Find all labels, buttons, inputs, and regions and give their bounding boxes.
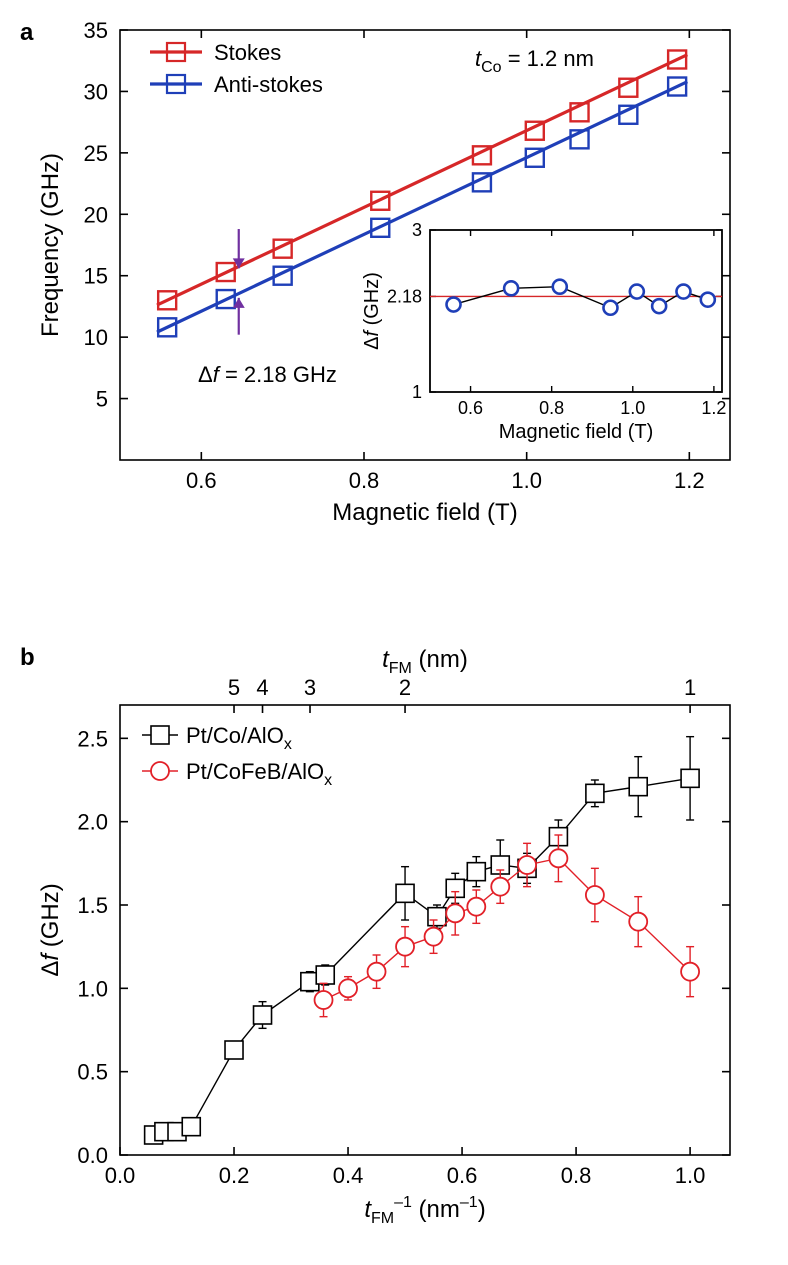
panel-b-ytick-label: 1.0 xyxy=(77,976,108,1001)
panel-b-ptco-marker xyxy=(629,778,647,796)
panel-a-annot-deltaf: Δf = 2.18 GHz xyxy=(198,362,337,387)
inset-marker xyxy=(676,285,690,299)
panel-b-legend-label: Pt/CoFeB/AlOx xyxy=(186,759,332,789)
panel-b-ptcofeb-marker xyxy=(339,979,357,997)
panel-b-legend-marker xyxy=(151,762,169,780)
panel-b-ptcofeb-marker xyxy=(629,913,647,931)
panel-a-xtick-label: 1.2 xyxy=(674,468,705,493)
panel-a-ytick-label: 5 xyxy=(96,387,108,412)
panel-a-inset-axes xyxy=(430,230,722,392)
panel-b-ptcofeb-marker xyxy=(586,886,604,904)
figure: a0.60.81.01.25101520253035Magnetic field… xyxy=(0,0,788,1265)
panel-b-ptcofeb-marker xyxy=(681,963,699,981)
inset-ytick-label: 1 xyxy=(412,382,422,402)
panel-b-ptcofeb-marker xyxy=(315,991,333,1009)
inset-marker xyxy=(504,281,518,295)
panel-b-ptcofeb-marker xyxy=(425,928,443,946)
panel-b-ptco-marker xyxy=(428,908,446,926)
panel-b-ptcofeb-marker xyxy=(549,849,567,867)
panel-a-annot-tco: tCo = 1.2 nm xyxy=(475,46,594,76)
panel-b-legend-marker xyxy=(151,726,169,744)
inset-marker xyxy=(701,293,715,307)
inset-xlabel: Magnetic field (T) xyxy=(499,421,654,443)
panel-b-ptco-marker xyxy=(681,769,699,787)
panel-b-xtick-label: 0.0 xyxy=(105,1163,136,1188)
panel-b-toptick-label: 3 xyxy=(304,675,316,700)
panel-b-ptco-marker xyxy=(316,966,334,984)
figure-svg: a0.60.81.01.25101520253035Magnetic field… xyxy=(0,0,788,1265)
panel-b-toptick-label: 5 xyxy=(228,675,240,700)
panel-a-xtick-label: 0.6 xyxy=(186,468,217,493)
panel-a-ytick-label: 10 xyxy=(84,325,108,350)
panel-b-ptco-marker xyxy=(182,1118,200,1136)
panel-b-toptick-label: 4 xyxy=(256,675,268,700)
inset-marker xyxy=(447,298,461,312)
panel-b-ptco-marker xyxy=(225,1041,243,1059)
panel-b-ytick-label: 1.5 xyxy=(77,893,108,918)
panel-a-ytick-label: 30 xyxy=(84,79,108,104)
inset-ytick-label: 2.18 xyxy=(387,286,422,306)
panel-a-ylabel: Frequency (GHz) xyxy=(37,153,64,337)
inset-marker xyxy=(553,280,567,294)
panel-b-toptick-label: 1 xyxy=(684,675,696,700)
panel-a-xtick-label: 1.0 xyxy=(511,468,542,493)
panel-b-xtick-label: 0.6 xyxy=(447,1163,478,1188)
panel-b-ptcofeb-marker xyxy=(396,938,414,956)
panel-b-ylabel: Δf (GHz) xyxy=(37,883,64,976)
panel-b-ptco-marker xyxy=(467,863,485,881)
panel-b-ptcofeb-marker xyxy=(518,856,536,874)
inset-xtick-label: 0.8 xyxy=(539,398,564,418)
inset-xtick-label: 1.2 xyxy=(701,398,726,418)
panel-b-xtick-label: 0.4 xyxy=(333,1163,364,1188)
panel-a-xtick-label: 0.8 xyxy=(349,468,380,493)
panel-b-ptcofeb-marker xyxy=(368,963,386,981)
panel-b-toptick-label: 2 xyxy=(399,675,411,700)
panel-b-ptco-marker xyxy=(254,1006,272,1024)
panel-b-ytick-label: 0.5 xyxy=(77,1060,108,1085)
panel-b-ptcofeb-marker xyxy=(446,904,464,922)
panel-b-ytick-label: 2.5 xyxy=(77,726,108,751)
panel-b-ptcofeb-marker xyxy=(467,898,485,916)
panel-a-xlabel: Magnetic field (T) xyxy=(332,499,517,526)
inset-marker xyxy=(603,301,617,315)
panel-a-ytick-label: 25 xyxy=(84,141,108,166)
inset-ylabel: Δf (GHz) xyxy=(361,272,383,350)
panel-b-xtick-label: 1.0 xyxy=(675,1163,706,1188)
inset-marker xyxy=(630,285,644,299)
panel-b-ytick-label: 0.0 xyxy=(77,1143,108,1168)
panel-a-ytick-label: 15 xyxy=(84,264,108,289)
inset-xtick-label: 1.0 xyxy=(620,398,645,418)
panel-b-label: b xyxy=(20,644,35,671)
inset-ytick-label: 3 xyxy=(412,220,422,240)
panel-a-legend-label: Anti-stokes xyxy=(214,72,323,97)
panel-b-toplabel: tFM (nm) xyxy=(382,646,468,677)
panel-b-ptco-line xyxy=(154,778,690,1135)
panel-b-ytick-label: 2.0 xyxy=(77,810,108,835)
panel-b-ptcofeb-marker xyxy=(491,878,509,896)
panel-b-ptco-marker xyxy=(396,884,414,902)
inset-xtick-label: 0.6 xyxy=(458,398,483,418)
panel-a-ytick-label: 20 xyxy=(84,202,108,227)
panel-a-ytick-label: 35 xyxy=(84,18,108,43)
panel-b-legend-label: Pt/Co/AlOx xyxy=(186,723,292,753)
panel-a-label: a xyxy=(20,19,34,46)
panel-b-xtick-label: 0.2 xyxy=(219,1163,250,1188)
panel-b-ptco-marker xyxy=(586,784,604,802)
panel-b-xtick-label: 0.8 xyxy=(561,1163,592,1188)
panel-a-legend-label: Stokes xyxy=(214,40,281,65)
inset-marker xyxy=(652,299,666,313)
panel-b-xlabel: tFM–1 (nm–1) xyxy=(364,1194,485,1227)
